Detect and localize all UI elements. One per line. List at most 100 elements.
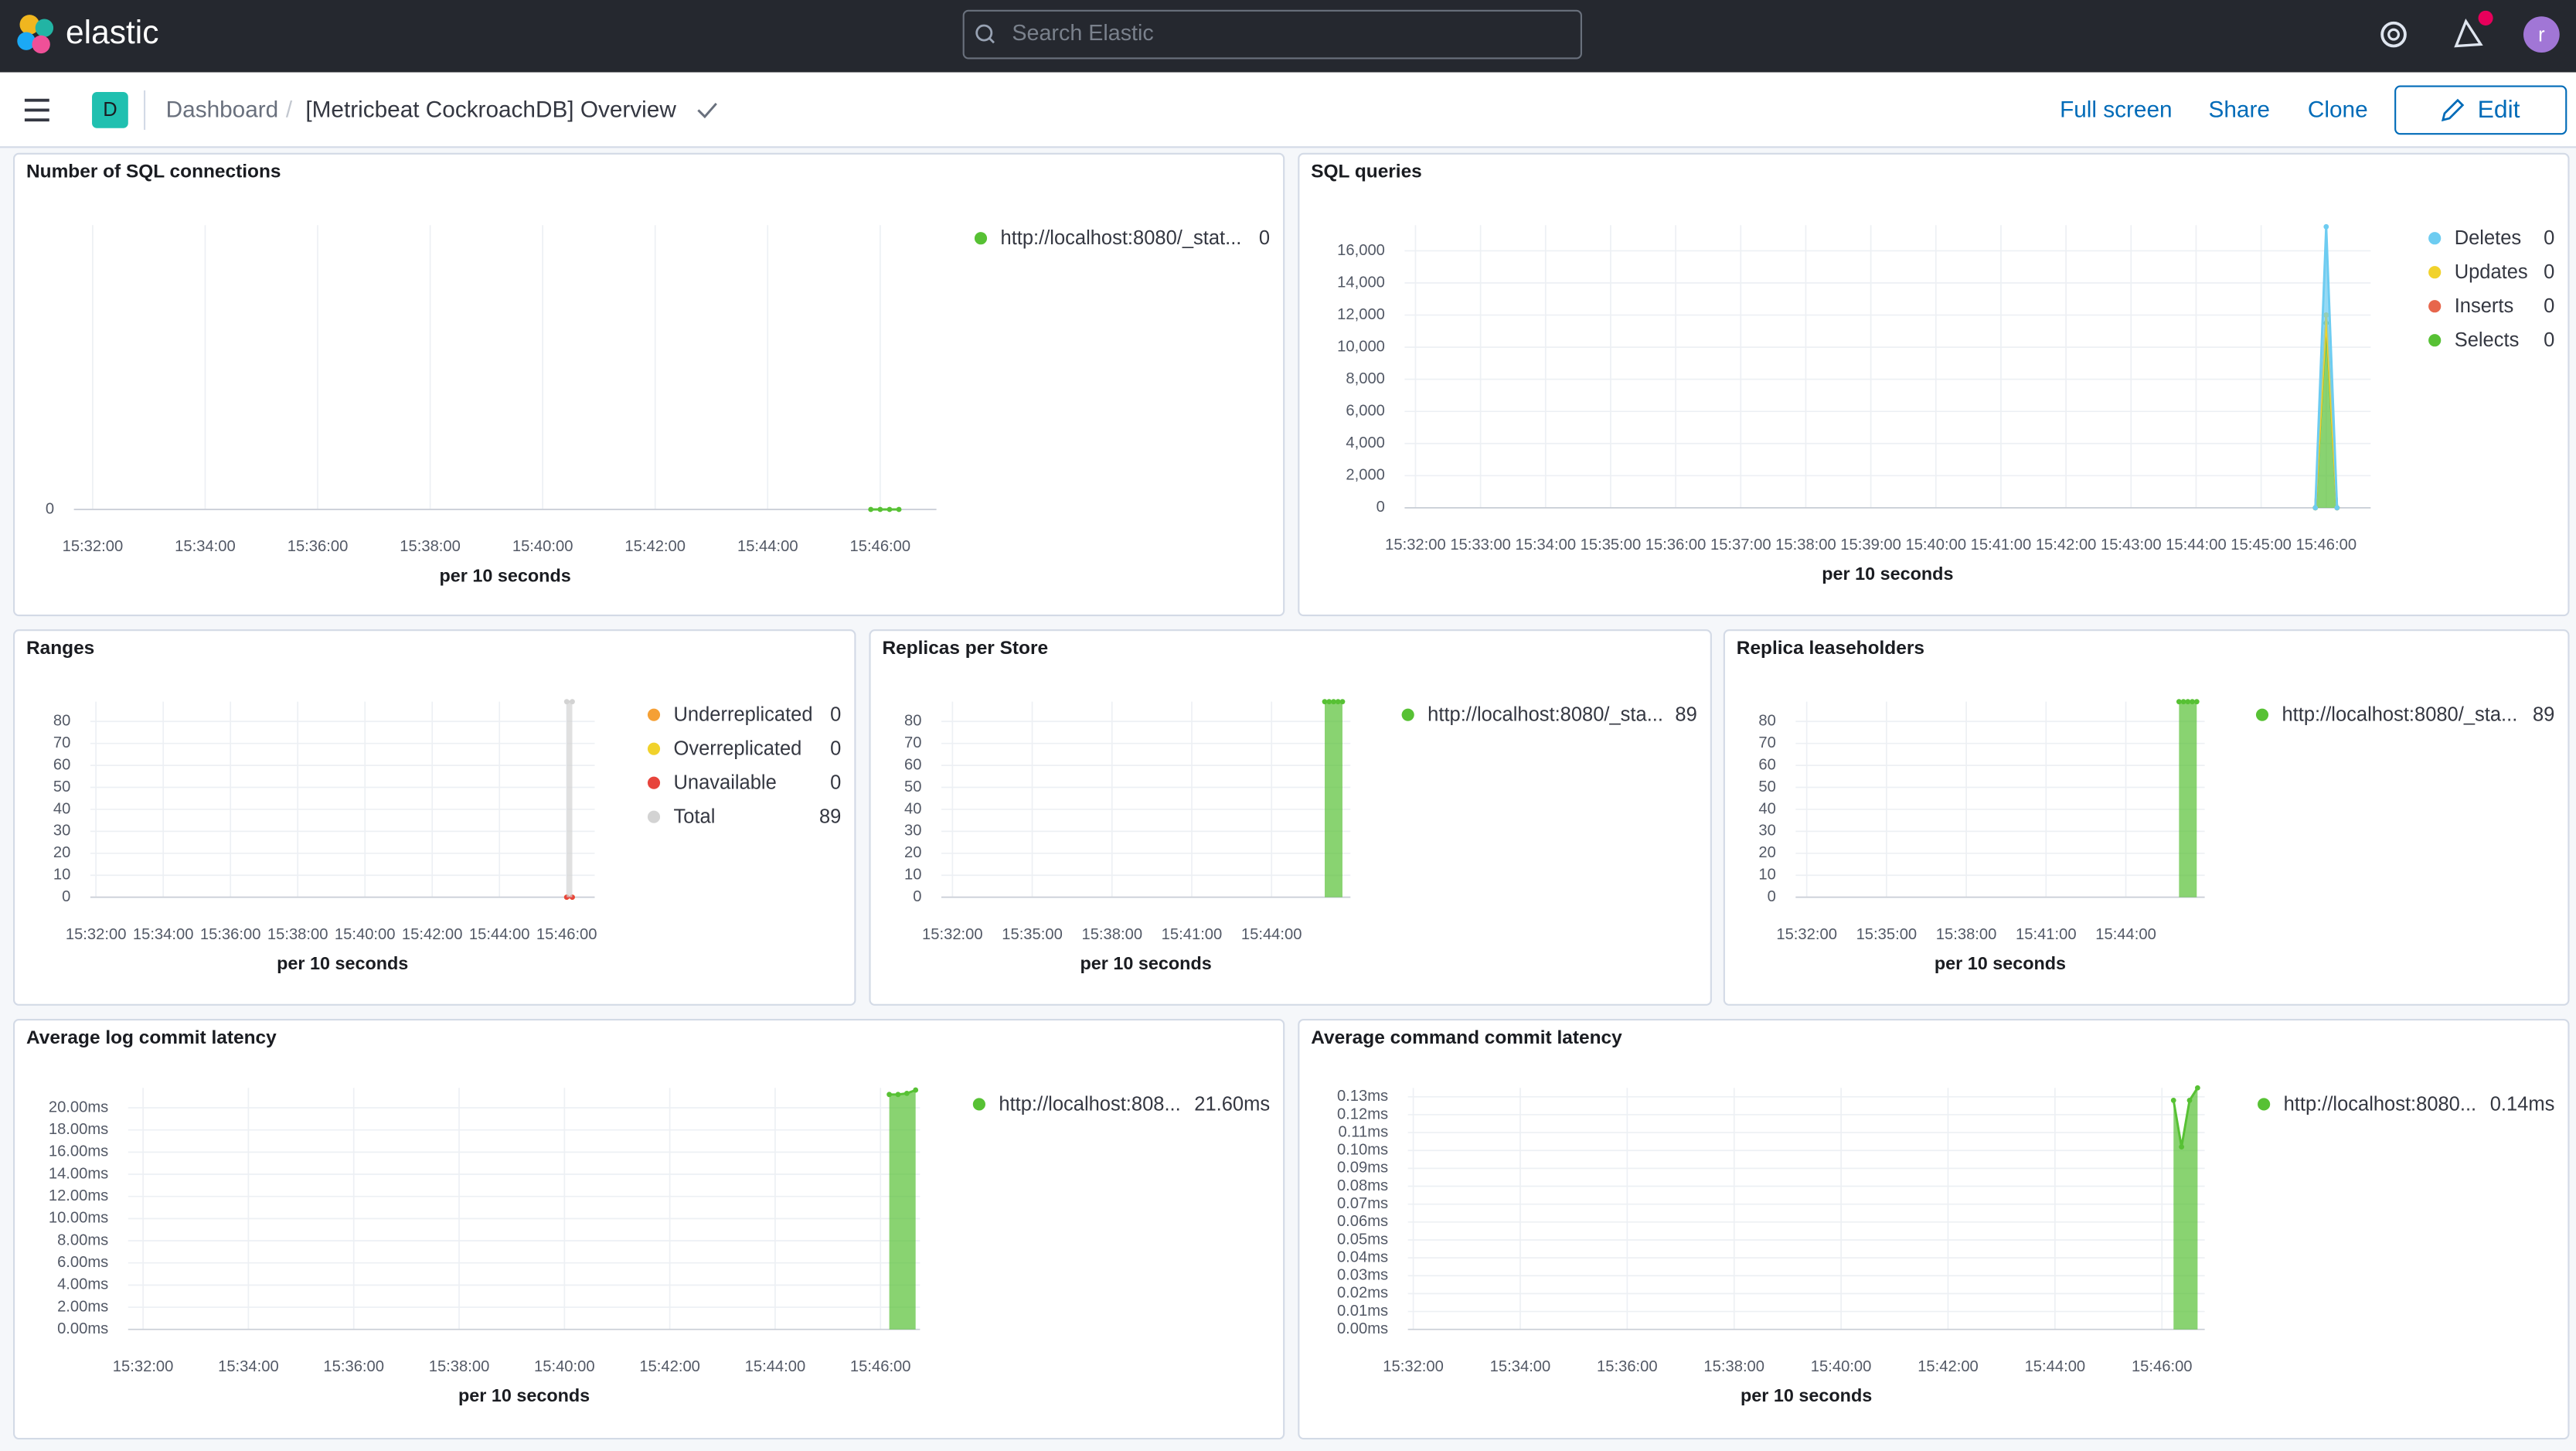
series-line xyxy=(2172,1087,2199,1147)
x-tick-label: 15:42:00 xyxy=(2036,536,2097,553)
news-icon[interactable] xyxy=(2454,18,2483,48)
x-axis-label: per 10 seconds xyxy=(1080,953,1212,973)
x-tick-label: 15:41:00 xyxy=(1162,926,1223,943)
panel xyxy=(1298,152,2570,617)
x-tick-label: 15:32:00 xyxy=(1385,536,1446,553)
y-tick-label: 14.00ms xyxy=(49,1165,108,1182)
y-tick-label: 60 xyxy=(904,756,921,773)
logo[interactable]: elastic xyxy=(17,15,158,54)
legend-marker xyxy=(647,742,661,755)
x-tick-label: 15:32:00 xyxy=(113,1358,174,1375)
avatar[interactable] xyxy=(2523,16,2560,53)
data-point xyxy=(1331,699,1336,705)
share-button[interactable]: Share xyxy=(2209,97,2270,122)
x-tick-label: 15:32:00 xyxy=(63,538,124,555)
full-screen-button[interactable]: Full screen xyxy=(2060,97,2172,122)
y-tick-label: 10,000 xyxy=(1337,338,1385,355)
panel xyxy=(869,629,1712,1006)
y-tick-label: 10 xyxy=(1758,867,1775,884)
legend-label: http://localhost:8080/_sta... xyxy=(1428,703,1663,725)
data-point xyxy=(2186,1098,2193,1103)
data-point xyxy=(2176,699,2182,705)
y-tick-label: 10 xyxy=(53,867,70,884)
panel xyxy=(13,629,856,1006)
panels: Number of SQL connections 15:32:00 15:34:0… xyxy=(13,152,2570,1440)
y-tick-label: 50 xyxy=(904,778,921,795)
panel xyxy=(1723,629,2570,1006)
x-tick-label: 15:34:00 xyxy=(1490,1358,1551,1375)
panel-title: Ranges xyxy=(26,638,94,659)
x-tick-label: 15:36:00 xyxy=(288,538,349,555)
x-axis-label: per 10 seconds xyxy=(1741,1385,1872,1405)
data-point xyxy=(2179,1144,2185,1150)
legend-value: 0 xyxy=(2544,227,2554,249)
x-tick-label: 15:44:00 xyxy=(2025,1358,2086,1375)
y-tick-label: 30 xyxy=(53,823,70,840)
panel xyxy=(1298,1018,2570,1440)
x-tick-label: 15:37:00 xyxy=(1710,536,1771,553)
y-tick-label: 0.12ms xyxy=(1337,1105,1388,1122)
x-tick-label: 15:42:00 xyxy=(402,926,463,943)
legend-value: 0.14ms xyxy=(2490,1093,2555,1115)
x-tick-label: 15:40:00 xyxy=(1905,536,1966,553)
y-tick-label: 10.00ms xyxy=(49,1210,108,1227)
data-point xyxy=(868,506,874,513)
data-point xyxy=(2194,1085,2200,1091)
x-tick-label: 15:38:00 xyxy=(1936,926,1997,943)
edit-label: Edit xyxy=(2478,95,2520,123)
y-tick-label: 2,000 xyxy=(1346,467,1385,484)
y-tick-label: 0.06ms xyxy=(1337,1213,1388,1230)
legend-label: Total xyxy=(674,806,716,827)
y-tick-label: 12.00ms xyxy=(49,1187,108,1204)
y-tick-label: 14,000 xyxy=(1337,274,1385,291)
x-tick-label: 15:41:00 xyxy=(2016,926,2077,943)
y-tick-label: 0.00ms xyxy=(57,1320,108,1337)
x-tick-label: 15:42:00 xyxy=(624,538,686,555)
breadcrumb-separator: / xyxy=(286,97,293,122)
search-box[interactable] xyxy=(962,9,1582,60)
edit-button[interactable] xyxy=(2394,85,2567,135)
data-point xyxy=(886,506,893,513)
y-tick-label: 2.00ms xyxy=(57,1298,108,1315)
data-point xyxy=(2334,505,2340,511)
data-point xyxy=(563,699,570,705)
help-icon[interactable] xyxy=(2380,21,2407,48)
series-area xyxy=(2315,322,2337,508)
x-tick-label: 15:44:00 xyxy=(469,926,530,943)
series-line xyxy=(889,1088,917,1096)
y-tick-label: 0 xyxy=(1768,888,1776,905)
x-axis-label: per 10 seconds xyxy=(440,565,571,585)
x-tick-label: 15:36:00 xyxy=(1645,536,1707,553)
help-icon xyxy=(2387,28,2401,41)
x-tick-label: 15:46:00 xyxy=(2132,1358,2193,1375)
data-point xyxy=(2190,699,2195,705)
x-tick-label: 15:35:00 xyxy=(1581,536,1642,553)
y-tick-label: 0.07ms xyxy=(1337,1195,1388,1212)
y-tick-label: 18.00ms xyxy=(49,1121,108,1138)
y-tick-label: 70 xyxy=(1758,734,1775,751)
legend-label: Inserts xyxy=(2455,295,2514,317)
x-tick-label: 15:46:00 xyxy=(850,538,911,555)
x-tick-label: 15:38:00 xyxy=(1081,926,1142,943)
data-point xyxy=(570,699,575,705)
breadcrumb[interactable]: Dashboard xyxy=(166,97,279,122)
legend-marker xyxy=(2428,334,2442,347)
y-tick-label: 80 xyxy=(904,713,921,730)
menu-button[interactable] xyxy=(24,98,49,122)
y-tick-label: 50 xyxy=(53,778,70,795)
x-tick-label: 15:44:00 xyxy=(737,538,798,555)
legend-label: Unavailable xyxy=(674,771,777,793)
x-tick-label: 15:42:00 xyxy=(1918,1358,1979,1375)
x-tick-label: 15:32:00 xyxy=(66,926,127,943)
x-tick-label: 15:34:00 xyxy=(218,1358,279,1375)
legend-label: Underreplicated xyxy=(674,703,813,725)
series-area xyxy=(2179,701,2197,898)
clone-button[interactable]: Clone xyxy=(2308,97,2368,122)
space-badge[interactable] xyxy=(92,92,128,128)
y-tick-label: 80 xyxy=(1758,713,1775,730)
y-tick-label: 20.00ms xyxy=(49,1098,108,1115)
series-area xyxy=(567,701,573,898)
y-tick-label: 40 xyxy=(53,800,70,817)
x-tick-label: 15:38:00 xyxy=(267,926,328,943)
x-tick-label: 15:32:00 xyxy=(922,926,983,943)
